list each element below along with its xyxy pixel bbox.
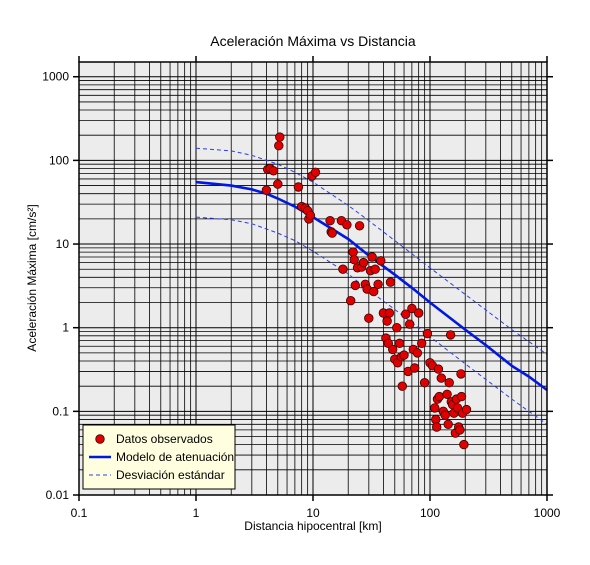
data-point (455, 425, 465, 435)
data-point (419, 378, 430, 388)
x-axis-label: Distancia hipocentral [km] (244, 519, 381, 533)
data-point (382, 316, 392, 326)
y-tick-label: 100 (49, 153, 69, 167)
x-tick-label: 1000 (534, 506, 561, 520)
x-tick-label: 100 (420, 506, 440, 520)
data-point (310, 167, 321, 178)
legend-label-deviation: Desviación estándar (116, 468, 225, 482)
data-point (434, 391, 445, 402)
data-point (456, 391, 467, 402)
x-tick-label: 0.1 (71, 506, 88, 520)
x-tick-label: 1 (193, 506, 200, 520)
data-point (358, 257, 369, 268)
data-point (388, 344, 398, 355)
data-point (348, 247, 358, 257)
data-point (392, 323, 402, 333)
data-point (354, 221, 365, 231)
data-point (414, 308, 424, 318)
data-point (369, 286, 379, 297)
y-tick-label: 0.01 (46, 488, 70, 502)
legend: Datos observados Modelo de atenuación De… (82, 424, 236, 490)
data-point (445, 330, 456, 340)
deviation-line (195, 216, 548, 425)
data-point (433, 364, 444, 374)
data-point (407, 303, 417, 314)
data-point (349, 255, 359, 265)
y-axis-label: Aceleración Máxima [cm/s²] (25, 204, 39, 351)
data-point (394, 338, 405, 349)
data-point (430, 403, 440, 413)
legend-label-model: Modelo de atenuación (116, 450, 234, 464)
grid-lines (78, 62, 547, 496)
data-point (461, 404, 472, 415)
data-point (459, 439, 469, 450)
data-point (399, 350, 409, 360)
data-point (405, 319, 415, 329)
data-point (346, 296, 356, 306)
y-tick-label: 1000 (42, 70, 69, 84)
data-point (274, 140, 284, 151)
data-point (432, 422, 442, 432)
deviation-line (195, 147, 548, 355)
x-tick-labels: 0.1 1 10 100 1000 (71, 506, 561, 520)
data-point (440, 410, 450, 420)
data-point (305, 210, 316, 221)
data-point (417, 338, 427, 349)
axis-ticks (73, 56, 553, 501)
data-point (442, 389, 452, 400)
data-point (370, 264, 380, 274)
data-point (268, 166, 279, 176)
data-point (273, 179, 283, 189)
data-point (376, 256, 386, 266)
y-tick-labels: 0.01 0.1 1 10 100 1000 (42, 70, 69, 502)
data-point (275, 132, 285, 142)
data-point (325, 215, 335, 226)
data-point (364, 313, 374, 323)
y-tick-label: 10 (56, 237, 70, 251)
data-point (385, 277, 396, 287)
data-point (456, 369, 466, 379)
data-point (350, 280, 361, 291)
data-point (293, 182, 304, 192)
data-point (444, 378, 454, 388)
data-point (367, 252, 377, 262)
x-tick-label: 10 (306, 506, 320, 520)
data-point (384, 308, 395, 318)
data-point (410, 363, 420, 373)
legend-label-observed: Datos observados (116, 432, 213, 446)
data-point (401, 309, 411, 319)
y-tick-label: 1 (62, 321, 69, 335)
data-point (436, 373, 447, 383)
data-point (327, 228, 337, 238)
data-point (373, 279, 383, 290)
data-point (412, 348, 423, 358)
data-point (397, 381, 408, 391)
data-points (261, 132, 472, 450)
data-point (342, 220, 352, 230)
legend-marker-observed (95, 434, 105, 444)
data-point (443, 419, 453, 430)
y-tick-label: 0.1 (52, 404, 69, 418)
data-point (422, 328, 433, 339)
data-point (261, 185, 272, 195)
chart-title: Aceleración Máxima vs Distancia (210, 33, 416, 49)
data-point (338, 264, 348, 274)
